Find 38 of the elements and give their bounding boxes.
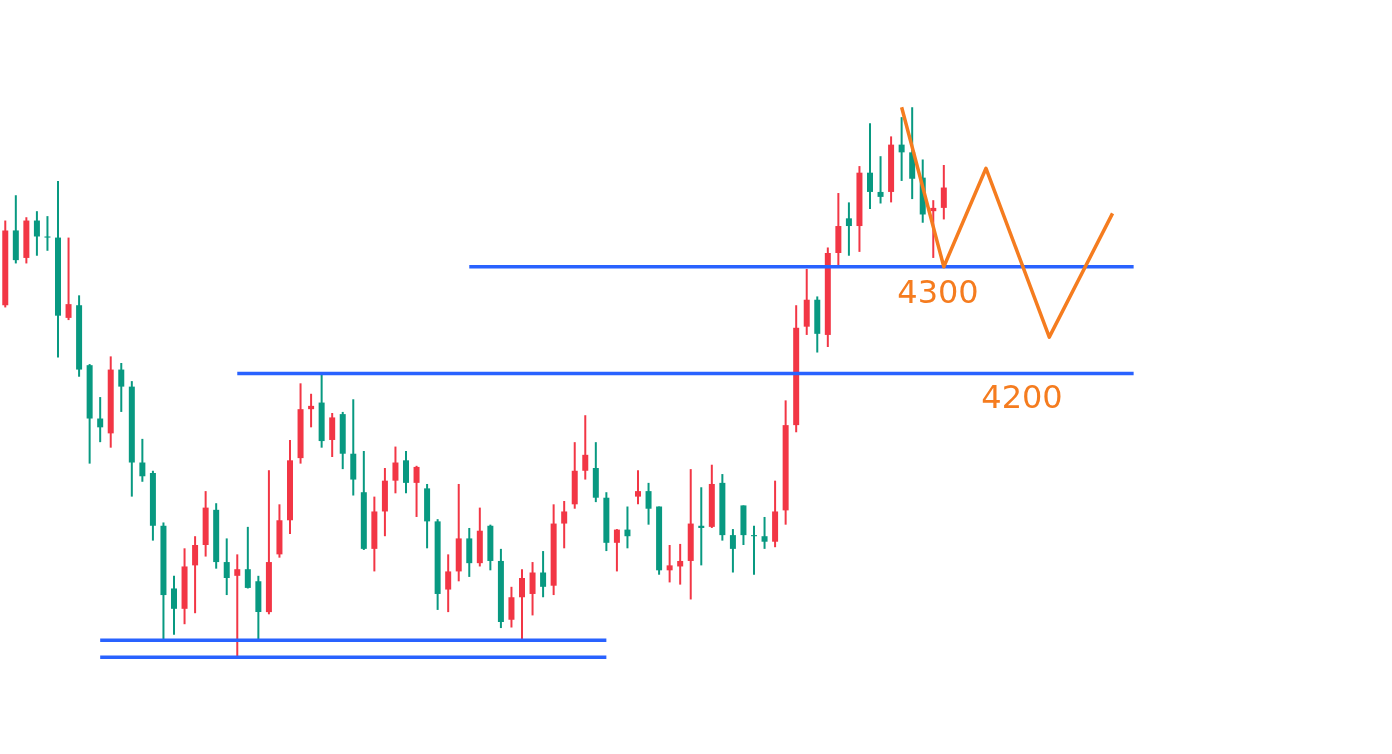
annotation: 4200 xyxy=(981,378,1063,416)
candlestick xyxy=(33,210,40,257)
candlestick xyxy=(244,525,251,590)
candlestick xyxy=(645,481,652,526)
candlestick xyxy=(613,528,620,573)
candlestick xyxy=(308,392,315,429)
candlestick xyxy=(940,163,947,221)
candlestick xyxy=(192,535,199,615)
candlestick xyxy=(540,550,547,599)
candlestick xyxy=(508,585,515,629)
candlestick xyxy=(729,528,736,574)
candlestick xyxy=(845,201,852,257)
candlestick xyxy=(171,574,177,636)
candlestick xyxy=(877,155,884,205)
candlestick xyxy=(519,568,525,641)
candlestick xyxy=(413,464,420,518)
candlestick xyxy=(561,500,568,550)
candlestick xyxy=(329,412,336,459)
candlestick xyxy=(44,215,51,252)
annotation: 4300 xyxy=(897,273,979,311)
candlestick xyxy=(97,396,104,444)
candlestick xyxy=(529,561,536,617)
candlestick xyxy=(139,437,146,483)
candlestick xyxy=(761,515,768,550)
candlestick xyxy=(677,542,684,586)
candlestick xyxy=(666,544,673,584)
candlestick xyxy=(867,122,873,210)
candlestick xyxy=(624,505,631,550)
candlestick xyxy=(118,361,125,413)
candlestick xyxy=(392,445,399,495)
candlestick xyxy=(635,469,641,506)
candlestick xyxy=(582,414,589,481)
candlestick xyxy=(403,449,409,495)
candlestick xyxy=(445,553,452,614)
candlestick xyxy=(698,486,705,567)
candlestick xyxy=(65,236,72,322)
candlestick xyxy=(223,537,230,597)
candlestick xyxy=(898,116,905,182)
